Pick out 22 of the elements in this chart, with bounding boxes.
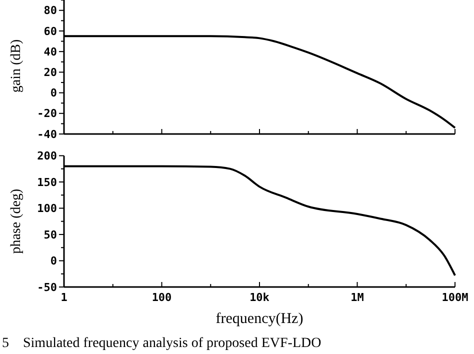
x-tick-label: 1 <box>60 291 68 304</box>
y-tick-label: 100 <box>37 202 57 216</box>
x-tick-label: 100 <box>152 291 172 304</box>
y-tick-label: -40 <box>37 128 57 141</box>
x-tick-label: 100M <box>442 291 469 304</box>
y-tick-label: 0 <box>50 86 57 100</box>
text: 5 Simulated frequency analysis of proposed EVF-LDO <box>2 336 322 351</box>
y-tick-label: 20 <box>44 66 57 80</box>
y-tick-label: 200 <box>37 150 57 163</box>
y-tick-label: 80 <box>44 4 57 18</box>
y-axis-title: gain (dB) <box>9 39 24 93</box>
y-tick-label: 40 <box>44 45 57 58</box>
y-tick-label: 50 <box>44 228 57 242</box>
x-axis-title: frequency(Hz) <box>216 311 304 327</box>
y-tick-label: 0 <box>50 254 57 268</box>
x-tick-label: 1M <box>350 291 364 304</box>
y-tick-label: -50 <box>37 280 57 294</box>
y-tick-label: -20 <box>37 107 57 120</box>
y-tick-label: 150 <box>37 176 57 189</box>
y-tick-label: 60 <box>44 24 57 38</box>
x-tick-label: 10k <box>250 291 270 304</box>
y-axis-title: phase (deg) <box>9 188 24 254</box>
